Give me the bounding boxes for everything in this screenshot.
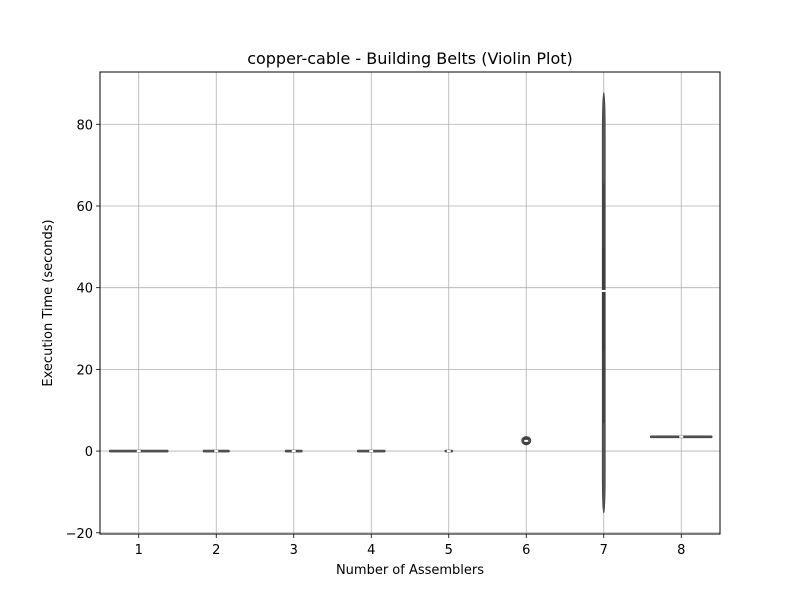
violin-median — [524, 439, 529, 442]
violin-median — [136, 450, 141, 453]
y-tick-label: 60 — [76, 200, 93, 215]
y-tick-label: 40 — [76, 282, 93, 297]
axis-ticks: 1 2 3 4 5 6 7 8 −20 0 20 40 60 80 — [66, 118, 686, 558]
y-tick-label: 80 — [76, 118, 93, 133]
x-tick-label: 1 — [135, 543, 143, 558]
violin-median — [369, 450, 374, 453]
x-tick-label: 2 — [212, 543, 220, 558]
violin-median — [446, 450, 451, 453]
y-tick-label: 20 — [76, 363, 93, 378]
x-axis-label: Number of Assemblers — [336, 563, 484, 578]
plot-frame — [99, 71, 721, 535]
violin-median — [679, 435, 684, 438]
x-tick-label: 5 — [445, 543, 453, 558]
violin-median — [601, 289, 606, 292]
y-tick-label: −20 — [66, 527, 93, 542]
y-axis-label: Execution Time (seconds) — [41, 219, 56, 386]
x-tick-label: 7 — [600, 543, 608, 558]
grid-lines — [100, 72, 720, 534]
x-tick-label: 3 — [290, 543, 298, 558]
x-tick-label: 4 — [367, 543, 375, 558]
x-tick-label: 6 — [522, 543, 530, 558]
violin-box — [602, 248, 606, 351]
violins — [109, 92, 713, 514]
y-tick-label: 0 — [85, 445, 93, 460]
violin-median — [291, 450, 296, 453]
x-tick-label: 8 — [677, 543, 685, 558]
violin-median — [214, 450, 219, 453]
chart-title: copper-cable - Building Belts (Violin Pl… — [247, 49, 573, 68]
